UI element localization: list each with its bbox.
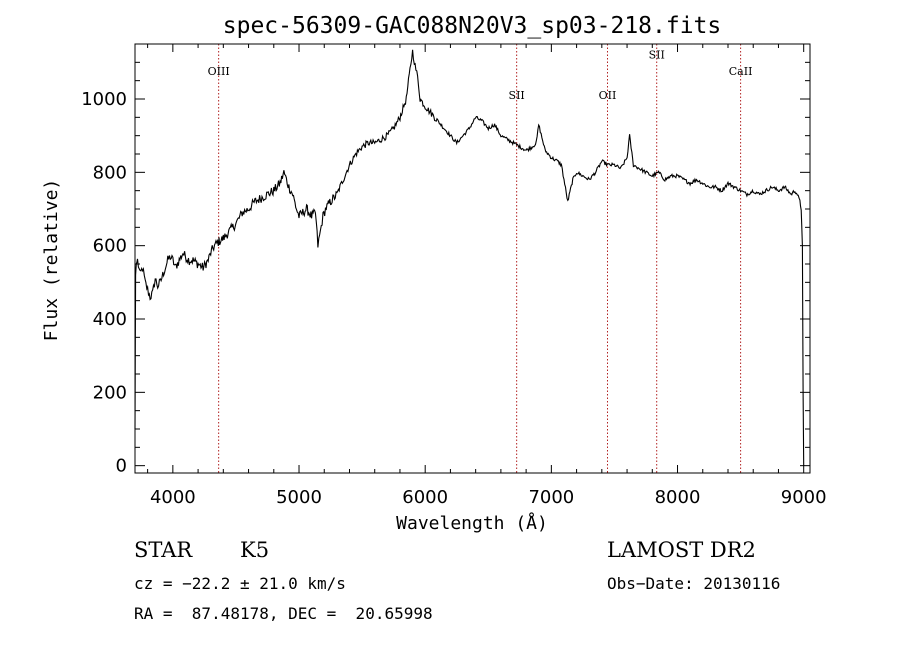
spectral-line-label: OII — [599, 89, 617, 102]
observation-date: Obs−Date: 20130116 — [607, 574, 781, 593]
y-tick-label: 800 — [93, 162, 127, 183]
x-tick-label: 9000 — [781, 487, 827, 508]
spectrum-line — [134, 49, 805, 466]
y-axis-label: Flux (relative) — [41, 179, 62, 342]
redshift-velocity: cz = −22.2 ± 21.0 km/s — [134, 574, 346, 593]
object-class: STAR — [134, 538, 193, 562]
x-axis-label: Wavelength (Å) — [396, 512, 548, 534]
y-tick-label: 200 — [93, 382, 127, 403]
x-tick-label: 7000 — [528, 487, 574, 508]
x-tick-label: 5000 — [276, 487, 322, 508]
spectral-line-label: SII — [509, 89, 525, 102]
plot-frame — [134, 43, 811, 474]
y-axis: 0 200 400 600 800 1000 — [81, 61, 810, 477]
y-tick-label: 1000 — [81, 89, 127, 110]
x-tick-label: 8000 — [655, 487, 701, 508]
spectral-line-label: OIII — [208, 65, 230, 78]
x-tick-label: 4000 — [150, 487, 196, 508]
x-axis: 4000 5000 6000 7000 8000 9000 — [147, 44, 827, 508]
y-tick-label: 600 — [93, 236, 127, 257]
spectral-line-markers: OIII SII OII SII CaII — [208, 44, 753, 473]
spectral-line-label: CaII — [729, 65, 753, 78]
x-tick-label: 6000 — [402, 487, 448, 508]
survey-name: LAMOST DR2 — [607, 538, 756, 562]
y-tick-label: 400 — [93, 309, 127, 330]
coordinates: RA = 87.48178, DEC = 20.65998 — [134, 604, 433, 623]
spectral-line-label: SII — [649, 49, 665, 62]
object-subclass: K5 — [240, 538, 270, 562]
y-tick-label: 0 — [116, 456, 127, 477]
chart-title: spec-56309-GAC088N20V3_sp03-218.fits — [223, 13, 722, 39]
